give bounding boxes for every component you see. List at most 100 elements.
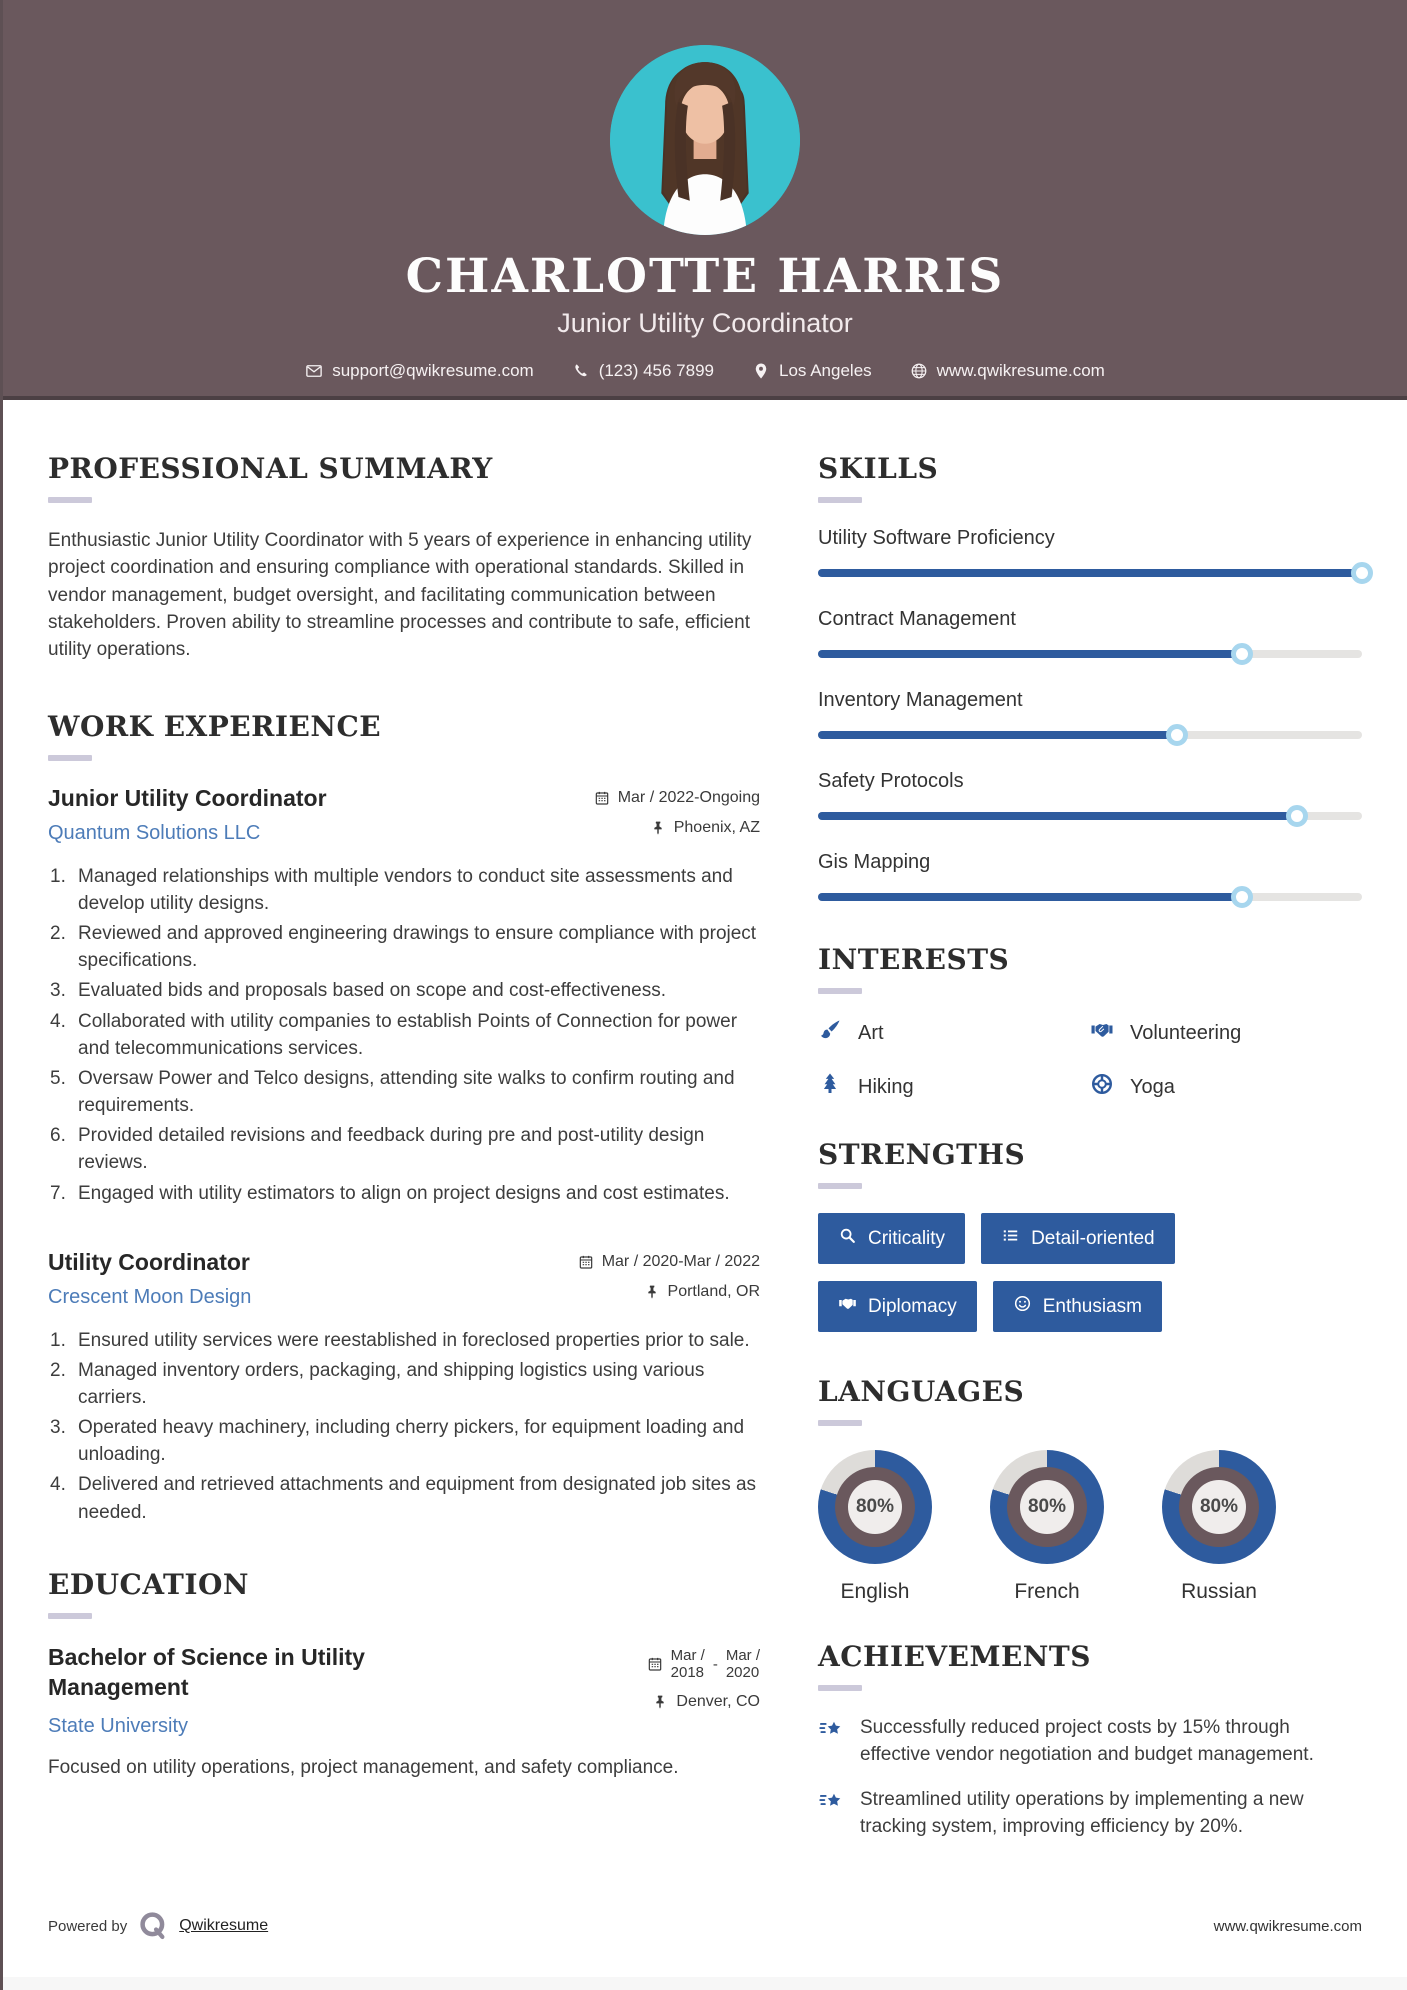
education-dates: Mar / 2018 - Mar / 2020 bbox=[647, 1647, 760, 1682]
language-percent: 80% bbox=[855, 1496, 895, 1517]
paintbrush-icon bbox=[818, 1018, 842, 1048]
contact-row: support@qwikresume.com (123) 456 7899 Lo… bbox=[3, 361, 1407, 381]
achievement-item: Streamlined utility operations by implem… bbox=[818, 1787, 1362, 1841]
section-work-experience: WORK EXPERIENCE Junior Utility Coordinat… bbox=[48, 710, 760, 1526]
slider-knob bbox=[1231, 643, 1254, 665]
job-location: Portland, OR bbox=[578, 1283, 760, 1301]
skill-label: Safety Protocols bbox=[818, 770, 964, 792]
pushpin-icon bbox=[650, 820, 666, 836]
job-entry: Junior Utility Coordinator Quantum Solut… bbox=[48, 785, 760, 1207]
powered-by: Powered by Qwikresume bbox=[48, 1910, 268, 1942]
slider-knob bbox=[1166, 724, 1189, 746]
skill-label: Utility Software Proficiency bbox=[818, 527, 1055, 549]
company-link[interactable]: Quantum Solutions LLC bbox=[48, 821, 261, 844]
strength-badge: Detail-oriented bbox=[981, 1213, 1175, 1264]
bullet-item: Managed inventory orders, packaging, and… bbox=[50, 1357, 705, 1408]
skill-row: Inventory Management bbox=[818, 689, 1362, 747]
section-education: EDUCATION Bachelor of Science in Utility… bbox=[48, 1568, 760, 1781]
candidate-name: CHARLOTTE HARRIS bbox=[405, 249, 1005, 304]
section-underline bbox=[818, 988, 862, 994]
job-title: Junior Utility Coordinator bbox=[48, 784, 327, 811]
lifebuoy-icon bbox=[1090, 1072, 1114, 1102]
bullet-item: Ensured utility services were reestablis… bbox=[50, 1327, 750, 1354]
section-heading: LANGUAGES bbox=[818, 1375, 1025, 1408]
skill-row: Utility Software Proficiency bbox=[818, 527, 1373, 585]
section-underline bbox=[818, 1183, 862, 1189]
bullet-item: Reviewed and approved engineering drawin… bbox=[50, 920, 757, 972]
section-professional-summary: PROFESSIONAL SUMMARY Enthusiastic Junior… bbox=[48, 452, 760, 664]
contact-item: (123) 456 7899 bbox=[572, 361, 714, 381]
degree-title: Bachelor of Science in Utility Managemen… bbox=[48, 1643, 365, 1700]
calendar-icon bbox=[647, 1656, 663, 1672]
section-heading: EDUCATION bbox=[48, 1567, 249, 1601]
email-icon bbox=[305, 362, 323, 380]
bullet-item: Delivered and retrieved attachments and … bbox=[50, 1471, 757, 1523]
section-heading: SKILLS bbox=[818, 452, 939, 485]
bullet-item: Collaborated with utility companies to e… bbox=[50, 1008, 738, 1059]
job-bullets: Ensured utility services were reestablis… bbox=[48, 1327, 760, 1526]
section-interests: INTERESTS Art Volunteering Hiking bbox=[818, 943, 1362, 1102]
strength-badge: Criticality bbox=[818, 1213, 966, 1264]
qwikresume-logo-icon bbox=[137, 1910, 169, 1942]
job-dates: Mar / 2020-Mar / 2022 bbox=[578, 1253, 760, 1271]
language-label: Russian bbox=[1181, 1580, 1257, 1603]
section-strengths: STRENGTHS Criticality Detail-oriented Di… bbox=[818, 1138, 1362, 1349]
interest-item: Yoga bbox=[1090, 1072, 1362, 1102]
company-link[interactable]: Crescent Moon Design bbox=[48, 1285, 252, 1308]
bullet-item: Oversaw Power and Telco designs, attendi… bbox=[50, 1065, 735, 1117]
bullet-item: Provided detailed revisions and feedback… bbox=[50, 1122, 705, 1174]
skill-row: Safety Protocols bbox=[818, 770, 1362, 828]
languages-list: 80% English 80% French 80% bbox=[818, 1450, 1362, 1604]
language-percent: 80% bbox=[1199, 1496, 1239, 1517]
smiley-icon bbox=[1013, 1294, 1032, 1319]
slider-knob bbox=[1351, 562, 1373, 584]
strength-badge: Diplomacy bbox=[818, 1281, 977, 1332]
skill-slider bbox=[818, 561, 1373, 585]
interests-list: Art Volunteering Hiking Yoga bbox=[818, 1018, 1362, 1102]
interest-item: Art bbox=[818, 1018, 1090, 1048]
language-label: English bbox=[840, 1580, 910, 1603]
strengths-list: Criticality Detail-oriented Diplomacy En… bbox=[818, 1213, 1362, 1349]
profile-photo bbox=[610, 45, 800, 235]
job-location: Phoenix, AZ bbox=[594, 819, 760, 837]
phone-icon bbox=[572, 362, 590, 380]
slider-knob bbox=[1285, 805, 1308, 827]
section-heading: ACHIEVEMENTS bbox=[818, 1640, 1091, 1673]
section-underline bbox=[818, 497, 862, 503]
job-bullets: Managed relationships with multiple vend… bbox=[48, 863, 760, 1207]
section-underline bbox=[48, 497, 92, 503]
school-link[interactable]: State University bbox=[48, 1714, 189, 1737]
list-icon bbox=[1001, 1226, 1020, 1251]
bullet-item: Managed relationships with multiple vend… bbox=[50, 863, 733, 914]
section-underline bbox=[818, 1685, 862, 1691]
job-title: Utility Coordinator bbox=[48, 1248, 250, 1275]
slider-fill bbox=[818, 569, 1362, 577]
candidate-title: Junior Utility Coordinator bbox=[557, 308, 853, 338]
section-heading: INTERESTS bbox=[818, 943, 1010, 976]
skill-slider bbox=[818, 642, 1362, 666]
language-gauge: 80% French bbox=[990, 1450, 1104, 1604]
skill-row: Gis Mapping bbox=[818, 851, 1362, 909]
handshake-icon bbox=[1090, 1018, 1114, 1048]
contact-item: support@qwikresume.com bbox=[305, 361, 534, 381]
section-languages: LANGUAGES 80% English 80% Fre bbox=[818, 1375, 1362, 1604]
shooting-star-icon bbox=[818, 1787, 845, 1816]
location-pin-icon bbox=[752, 362, 770, 380]
slider-fill bbox=[818, 812, 1297, 820]
interest-item: Volunteering bbox=[1090, 1018, 1362, 1048]
section-achievements: ACHIEVEMENTS Successfully reduced projec… bbox=[818, 1640, 1362, 1841]
language-donut: 80% bbox=[818, 1450, 932, 1564]
section-skills: SKILLS Utility Software Proficiency Cont bbox=[818, 452, 1373, 909]
pine-tree-icon bbox=[818, 1072, 842, 1102]
language-donut: 80% bbox=[990, 1450, 1104, 1564]
summary-text: Enthusiastic Junior Utility Coordinator … bbox=[48, 530, 752, 661]
bullet-item: Engaged with utility estimators to align… bbox=[50, 1180, 730, 1207]
globe-icon bbox=[910, 362, 928, 380]
calendar-icon bbox=[594, 790, 610, 806]
bullet-item: Evaluated bids and proposals based on sc… bbox=[50, 977, 666, 1004]
slider-fill bbox=[818, 893, 1243, 901]
job-entry: Utility Coordinator Crescent Moon Design… bbox=[48, 1249, 760, 1526]
qwikresume-link[interactable]: Qwikresume bbox=[179, 1917, 269, 1934]
education-location: Denver, CO bbox=[647, 1693, 760, 1711]
